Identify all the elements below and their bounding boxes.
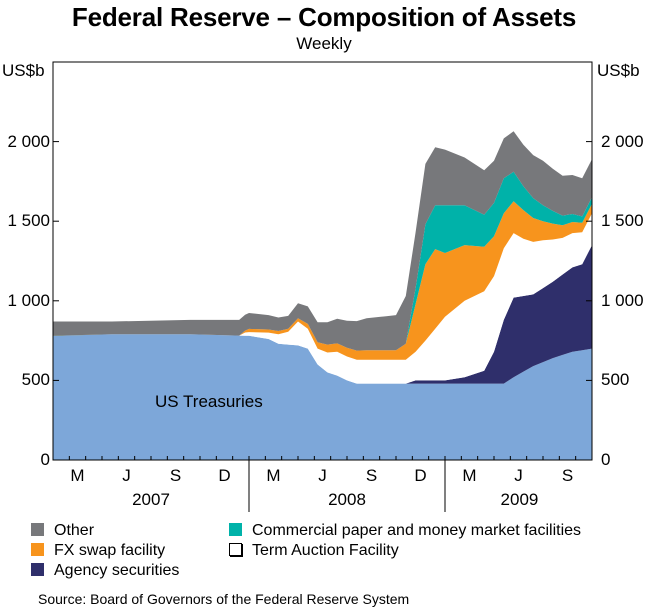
us-treasuries-label: US Treasuries bbox=[155, 392, 263, 411]
legend-swatch-agency bbox=[31, 563, 44, 576]
legend-label: Commercial paper and money market facili… bbox=[252, 522, 582, 539]
year-label: 2008 bbox=[328, 490, 366, 509]
y-tick-label-left: 1 500 bbox=[7, 211, 50, 231]
x-tick-label: M bbox=[266, 466, 281, 485]
legend-item-other: Other bbox=[31, 521, 94, 541]
y-tick-label-right: 1 000 bbox=[601, 290, 644, 310]
legend-label: Agency securities bbox=[54, 562, 180, 579]
area-fx-swap-facility bbox=[53, 201, 592, 360]
y-tick-label-right: 500 bbox=[601, 370, 630, 390]
area-other bbox=[53, 131, 592, 351]
legend-swatch-taf bbox=[229, 543, 242, 556]
y-tick-label-right: 2 000 bbox=[601, 131, 644, 151]
area-term-auction-facility bbox=[53, 213, 592, 384]
legend-item-agency: Agency securities bbox=[31, 561, 179, 581]
y-tick-label-right: 1 500 bbox=[601, 211, 644, 231]
y-tick-label-left: 2 000 bbox=[7, 131, 50, 151]
y-tick-label-left: 500 bbox=[21, 370, 50, 390]
x-tick-label: M bbox=[70, 466, 85, 485]
legend-item-commercial-paper: Commercial paper and money market facili… bbox=[229, 521, 581, 541]
legend-label: Other bbox=[54, 522, 95, 539]
area-us-treasuries bbox=[53, 334, 592, 460]
y-unit-left: US$b bbox=[2, 61, 45, 80]
y-tick-label-left: 1 000 bbox=[7, 290, 50, 310]
chart-title: Federal Reserve – Composition of Assets bbox=[71, 2, 577, 32]
y-unit-right: US$b bbox=[597, 61, 640, 80]
x-tick-label: J bbox=[318, 466, 327, 485]
x-tick-label: M bbox=[462, 466, 477, 485]
year-label: 2007 bbox=[132, 490, 170, 509]
x-tick-label: D bbox=[414, 466, 427, 485]
x-tick-label: D bbox=[218, 466, 231, 485]
source-note: Source: Board of Governors of the Federa… bbox=[38, 591, 410, 607]
x-tick-label: S bbox=[561, 466, 574, 485]
plot-frame bbox=[52, 61, 593, 461]
y-tick-label-left: 0 bbox=[40, 450, 50, 469]
legend-label: FX swap facility bbox=[54, 542, 166, 559]
legend-swatch-commercial-paper bbox=[229, 523, 242, 536]
x-tick-label: S bbox=[169, 466, 182, 485]
legend-item-fx-swap: FX swap facility bbox=[31, 541, 165, 561]
year-label: 2009 bbox=[500, 490, 539, 509]
area-commercial-paper-and-money-market-facilities bbox=[53, 171, 592, 351]
legend-item-taf: Term Auction Facility bbox=[229, 541, 399, 561]
x-tick-label: S bbox=[365, 466, 378, 485]
x-tick-label: J bbox=[514, 466, 523, 485]
chart-subtitle: Weekly bbox=[296, 34, 352, 53]
legend-swatch-other bbox=[31, 523, 44, 536]
y-tick-label-right: 0 bbox=[601, 450, 611, 469]
legend-swatch-fx-swap bbox=[31, 543, 44, 556]
x-tick-label: J bbox=[122, 466, 131, 485]
legend-label: Term Auction Facility bbox=[252, 542, 399, 559]
